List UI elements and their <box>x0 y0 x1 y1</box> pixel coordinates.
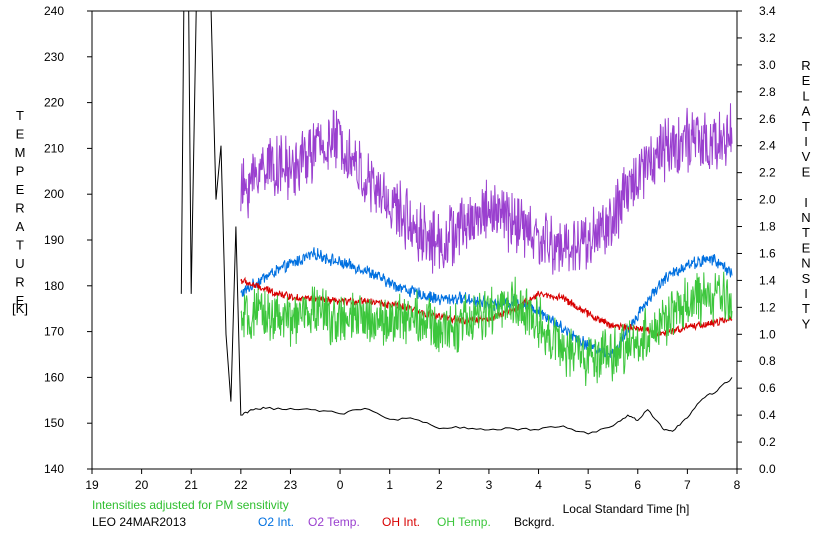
left-axis-label-letter: R <box>15 201 24 216</box>
right-y-tick-label: 0.0 <box>759 462 776 476</box>
series-layer <box>180 10 733 435</box>
left-y-tick-label: 220 <box>44 96 64 110</box>
right-axis-label-letter: S <box>802 271 811 286</box>
x-tick-label: 0 <box>337 478 344 492</box>
left-axis-label-letter: T <box>16 238 24 253</box>
x-tick-label: 21 <box>185 478 199 492</box>
plot-area <box>91 10 738 470</box>
left-y-tick-label: 170 <box>44 325 64 339</box>
right-y-tick-label: 0.8 <box>759 354 776 368</box>
legend-entry: OH Int. <box>382 515 420 529</box>
x-tick-label: 1 <box>386 478 393 492</box>
right-y-tick-label: 1.4 <box>759 273 776 287</box>
right-axis-label-letter: E <box>802 73 811 88</box>
right-y-tick-label: 1.0 <box>759 327 776 341</box>
right-y-tick-label: 2.6 <box>759 112 776 126</box>
x-tick-label: 4 <box>535 478 542 492</box>
station-date-label: LEO 24MAR2013 <box>92 515 186 529</box>
series-bckgrd-line <box>180 10 733 435</box>
left-y-tick-label: 180 <box>44 279 64 293</box>
series-oh-temp-line <box>240 271 733 387</box>
legend: O2 Int. O2 Temp. OH Int. OH Temp. Bckgrd. <box>258 515 555 529</box>
right-axis-label-letter: N <box>801 210 810 225</box>
right-axis-label-letter: I <box>804 134 808 149</box>
left-axis-unit: [K] <box>12 301 28 316</box>
left-axis-label-letter: T <box>16 108 24 123</box>
right-y-tick-label: 1.2 <box>759 300 776 314</box>
x-tick-label: 3 <box>486 478 493 492</box>
right-y-tick-label: 3.2 <box>759 31 776 45</box>
right-axis-label-letter: Y <box>802 316 811 331</box>
left-y-tick-label: 240 <box>44 4 64 18</box>
right-y-tick-label: 3.0 <box>759 58 776 72</box>
left-axis-label-letter: U <box>15 256 24 271</box>
x-tick-label: 22 <box>234 478 248 492</box>
left-y-tick-label: 150 <box>44 416 64 430</box>
right-axis-label-letter: V <box>802 149 811 164</box>
right-axis-label-letter: L <box>802 88 809 103</box>
left-y-tick-label: 210 <box>44 141 64 155</box>
x-tick-label: 2 <box>436 478 443 492</box>
right-axis-label-letter: E <box>802 240 811 255</box>
left-axis-label-letter: E <box>16 127 25 142</box>
x-tick-label: 23 <box>284 478 298 492</box>
left-y-tick-label: 160 <box>44 370 64 384</box>
left-y-tick-label: 200 <box>44 187 64 201</box>
x-tick-label: 7 <box>684 478 691 492</box>
x-axis: 19 20 21 22 23 0 1 2 3 4 5 6 7 8 <box>85 469 741 492</box>
left-y-axis: 140 150 160 170 180 190 200 210 220 230 240 <box>44 4 92 476</box>
right-axis-label-letter: I <box>804 195 808 210</box>
left-axis-label-letter: E <box>16 182 25 197</box>
x-tick-label: 19 <box>85 478 99 492</box>
left-axis-label-letter: M <box>15 145 26 160</box>
right-axis-label-letter: N <box>801 256 810 271</box>
legend-entry: Bckgrd. <box>514 515 555 529</box>
left-axis-label-letter: A <box>16 219 25 234</box>
right-y-tick-label: 0.6 <box>759 381 776 395</box>
right-axis-label-letter: T <box>802 119 810 134</box>
right-y-tick-label: 2.0 <box>759 193 776 207</box>
right-y-tick-label: 2.2 <box>759 166 776 180</box>
left-y-tick-label: 190 <box>44 233 64 247</box>
right-y-tick-label: 0.2 <box>759 435 776 449</box>
right-axis-label-letter: R <box>801 58 810 73</box>
left-y-tick-label: 140 <box>44 462 64 476</box>
x-tick-label: 5 <box>585 478 592 492</box>
right-axis-label-letter: A <box>802 104 811 119</box>
x-axis-label: Local Standard Time [h] <box>563 502 690 516</box>
right-y-tick-label: 2.4 <box>759 139 776 153</box>
right-axis-label-letter: I <box>804 286 808 301</box>
x-tick-label: 8 <box>734 478 741 492</box>
series-o2-temp-line <box>240 103 733 275</box>
left-axis-label-letter: P <box>16 164 25 179</box>
right-axis-label-letter: T <box>802 225 810 240</box>
right-y-tick-label: 2.8 <box>759 85 776 99</box>
left-y-tick-label: 230 <box>44 50 64 64</box>
right-y-tick-label: 1.8 <box>759 220 776 234</box>
note-label: Intensities adjusted for PM sensitivity <box>92 498 289 512</box>
left-axis-label-letter: E <box>16 293 25 308</box>
right-y-tick-label: 1.6 <box>759 246 776 260</box>
right-y-tick-label: 3.4 <box>759 4 776 18</box>
legend-entry: O2 Temp. <box>308 515 360 529</box>
legend-entry: OH Temp. <box>437 515 491 529</box>
right-axis-label-letter: T <box>802 301 810 316</box>
right-axis-label-letter: E <box>802 164 811 179</box>
right-y-tick-label: 0.4 <box>759 408 776 422</box>
right-y-axis: 0.0 0.2 0.4 0.6 0.8 1.0 1.2 1.4 1.6 1.8 2.0 2.2 2.4 2… <box>737 4 776 476</box>
left-axis-label-letter: R <box>15 275 24 290</box>
legend-entry: O2 Int. <box>258 515 294 529</box>
x-tick-label: 6 <box>634 478 641 492</box>
x-tick-label: 20 <box>135 478 149 492</box>
